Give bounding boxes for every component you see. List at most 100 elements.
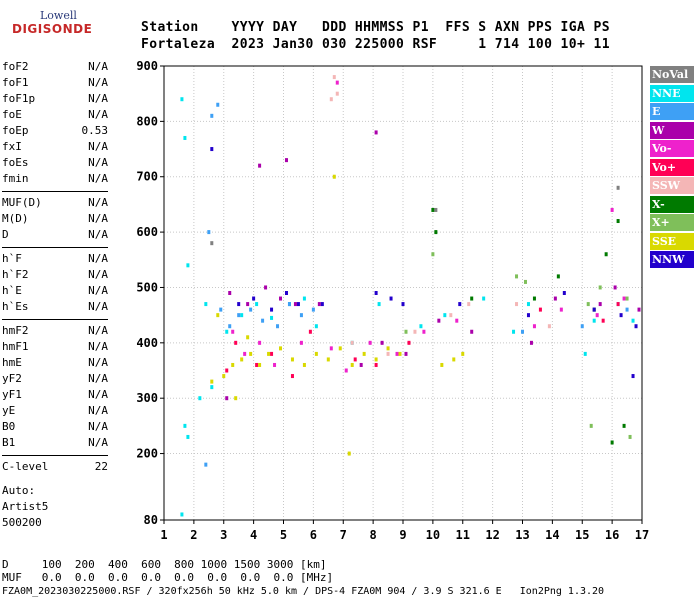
data-point-nnw [401,302,405,307]
data-point-sse [234,396,238,401]
data-point-vo- [422,329,426,334]
data-point-w [317,302,321,307]
data-point-vo- [395,351,399,356]
data-point-nnw [619,313,623,318]
legend-item-vo-: Vo- [650,140,694,157]
data-point-nnw [526,313,530,318]
logo-digisonde: DIGISONDE [12,22,93,36]
param-row: foF2 N/A [2,60,108,76]
data-point-sse [326,357,330,362]
param-value: N/A [88,196,108,209]
data-point-nne [482,296,486,301]
data-point-x- [434,230,438,235]
param-name: foE [2,108,22,121]
data-point-noval [210,241,214,246]
data-point-nnw [374,291,378,295]
data-point-x- [431,252,435,257]
data-point-sse [249,351,253,356]
param-value: N/A [88,404,108,417]
legend-item-sse: SSE [650,232,694,250]
data-point-ssw [467,302,471,307]
data-point-vo- [290,374,294,379]
data-point-x- [523,279,527,284]
data-point-nnw [296,302,300,307]
data-point-ssw [386,351,390,356]
data-point-w [359,362,363,367]
param-row: B1 N/A [2,436,108,452]
param-row: B0 N/A [2,420,108,436]
data-point-x- [616,219,620,224]
y-tick-label: 600 [136,225,158,239]
data-point-noval [434,207,438,212]
auto-artist: Artist5 [2,500,49,513]
param-name: h`E [2,284,22,297]
param-separator [2,191,108,192]
data-point-vo- [234,340,238,345]
data-point-nne [443,313,447,318]
data-point-x- [556,274,560,279]
data-point-w [598,302,602,307]
param-name: hmF1 [2,340,29,353]
data-point-e [287,302,291,307]
data-point-sse [452,357,456,362]
data-point-nne [180,512,184,517]
legend-item-x-: X- [650,195,694,213]
param-name: foEp [2,124,29,137]
data-point-sse [440,362,444,367]
data-point-w [293,302,297,307]
data-point-vo- [258,340,262,345]
data-point-nne [210,385,214,390]
data-point-e [299,313,303,318]
data-point-vo- [616,302,620,307]
data-point-sse [332,174,336,179]
param-row: D N/A [2,228,108,244]
param-value: N/A [88,76,108,89]
data-point-nne [302,296,306,301]
data-point-x- [404,329,408,334]
data-point-sse [338,346,342,351]
param-name: yF2 [2,372,22,385]
param-value: 0.53 [81,124,109,137]
data-point-nne [255,302,259,307]
footer-d-row: D 100 200 400 600 800 1000 1500 3000 [km… [2,558,327,571]
data-point-vo- [270,351,274,356]
data-point-e [219,307,223,312]
data-point-sse [267,351,271,356]
param-name: B0 [2,420,16,433]
data-point-x- [604,252,608,257]
param-row: yE N/A [2,404,108,420]
auto-code: 500200 [2,516,42,529]
param-value: N/A [88,252,108,265]
param-row: hmF1 N/A [2,340,108,356]
data-point-x- [598,285,602,290]
data-point-nnw [320,302,324,307]
param-name: foF2 [2,60,29,73]
data-point-sse [222,374,226,379]
x-tick-label: 8 [370,528,377,542]
y-tick-label: 80 [144,513,158,527]
data-point-nne [270,315,274,320]
data-point-x- [628,434,632,439]
y-tick-label: 800 [136,114,158,128]
data-point-vo- [335,80,339,85]
data-point-e [207,230,211,235]
data-point-w [264,285,268,290]
param-row: MUF(D) N/A [2,196,108,212]
data-point-w [258,163,262,168]
data-point-nne [314,324,318,329]
data-point-w [553,296,557,301]
y-tick-label: 700 [136,170,158,184]
data-point-x- [431,207,435,212]
data-point-nne [526,302,530,307]
param-value: N/A [88,300,108,313]
data-point-vo- [273,362,277,367]
data-point-ssw [547,324,551,329]
param-value: N/A [88,156,108,169]
data-point-w [437,318,441,323]
param-value: N/A [88,324,108,337]
data-point-ssw [350,340,354,345]
param-name: yF1 [2,388,22,401]
data-point-x- [610,440,614,445]
param-row: foF1 N/A [2,76,108,92]
param-value: N/A [88,268,108,281]
